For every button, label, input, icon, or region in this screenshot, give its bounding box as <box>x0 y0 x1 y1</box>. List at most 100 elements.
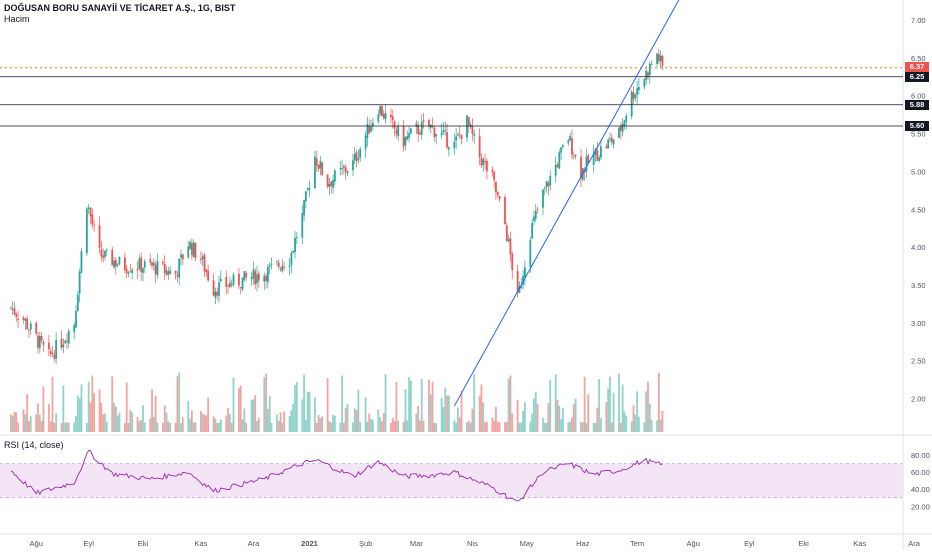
candle-body <box>556 164 559 167</box>
candle-body <box>643 79 646 87</box>
candle-body <box>11 309 14 310</box>
volume-bar <box>294 385 296 432</box>
candle-body <box>265 276 267 281</box>
volume-bar <box>518 422 521 432</box>
candle-body <box>129 271 132 273</box>
volume-bar <box>480 384 483 432</box>
volume-bar <box>431 381 434 432</box>
price-tick-label: 4.00 <box>911 243 926 252</box>
volume-bar <box>49 421 52 432</box>
volume-bar <box>292 404 295 432</box>
volume-bar <box>281 422 284 432</box>
volume-bar <box>47 403 50 432</box>
candle-body <box>332 180 334 188</box>
volume-bar <box>574 398 577 432</box>
candle-body <box>355 152 358 161</box>
candle-body <box>440 132 443 136</box>
candle-body <box>174 270 177 274</box>
volume-bar <box>596 407 599 432</box>
candle-body <box>104 250 106 258</box>
volume-bar <box>288 416 291 432</box>
volume-bar <box>279 412 282 432</box>
volume-bar <box>495 406 497 432</box>
candle-body <box>73 325 76 333</box>
volume-bar <box>319 417 322 432</box>
candle-body <box>35 322 38 334</box>
candle-body <box>496 191 499 195</box>
candle-body <box>243 271 246 280</box>
candle-body <box>560 147 562 153</box>
volume-bar <box>623 411 626 432</box>
candle-body <box>618 127 620 138</box>
volume-bar <box>207 397 210 432</box>
candle-body <box>478 136 481 157</box>
candle-body <box>647 72 649 77</box>
candle-body <box>37 335 39 348</box>
candle-body <box>507 239 510 242</box>
candle-body <box>485 160 488 172</box>
volume-bar <box>250 400 253 432</box>
volume-bar <box>542 417 544 432</box>
candle-body <box>370 126 372 132</box>
candle-body <box>333 170 336 182</box>
volume-bar <box>371 419 374 432</box>
volume-bar <box>447 395 450 432</box>
rsi-line <box>10 450 663 502</box>
volume-bar <box>218 422 220 432</box>
volume-bar <box>352 422 354 432</box>
candle-body <box>406 136 409 140</box>
volume-bar <box>189 418 191 432</box>
volume-bar <box>605 401 608 432</box>
volume-bar <box>180 422 182 432</box>
candle-body <box>558 152 561 169</box>
candle-body <box>634 94 637 99</box>
candle-body <box>458 134 461 135</box>
volume-bar <box>212 416 215 432</box>
time-tick-label: Haz <box>576 539 590 548</box>
candle-body <box>268 265 271 267</box>
volume-bar <box>507 378 510 432</box>
candle-body <box>194 243 197 258</box>
candle-body <box>276 261 278 263</box>
candle-body <box>75 311 77 328</box>
time-tick-label: Ara <box>908 539 921 548</box>
volume-bar <box>214 418 217 432</box>
volume-bar <box>558 405 561 432</box>
time-tick-label: Şub <box>359 539 372 548</box>
volume-bar <box>618 373 620 432</box>
volume-bar <box>657 372 660 432</box>
volume-bar <box>163 405 166 432</box>
candle-body <box>543 187 546 189</box>
candle-body <box>542 189 544 208</box>
candle-body <box>114 259 117 267</box>
candle-body <box>315 158 318 166</box>
candle-body <box>295 237 298 238</box>
volume-bar <box>125 382 128 432</box>
candle-body <box>93 224 96 226</box>
candle-body <box>587 155 590 164</box>
candle-body <box>404 137 407 145</box>
volume-bar <box>428 379 430 432</box>
volume-bar <box>485 421 488 432</box>
volume-bar <box>533 398 535 432</box>
volume-bar <box>333 415 336 432</box>
volume-bar <box>149 418 152 432</box>
candle-body <box>632 91 635 100</box>
candle-body <box>397 126 400 137</box>
candle-body <box>28 329 30 331</box>
volume-bar <box>391 417 394 432</box>
volume-bar <box>379 417 381 432</box>
candle-body <box>228 282 231 288</box>
candle-body <box>516 270 519 293</box>
candle-body <box>495 182 497 193</box>
candle-body <box>51 352 54 355</box>
volume-bar <box>524 402 526 432</box>
volume-bar <box>554 374 557 432</box>
volume-bar <box>176 376 179 432</box>
candle-body <box>417 124 420 134</box>
time-tick-label: Ağu <box>687 539 700 548</box>
volume-bar <box>609 376 611 432</box>
candle-body <box>391 116 394 121</box>
